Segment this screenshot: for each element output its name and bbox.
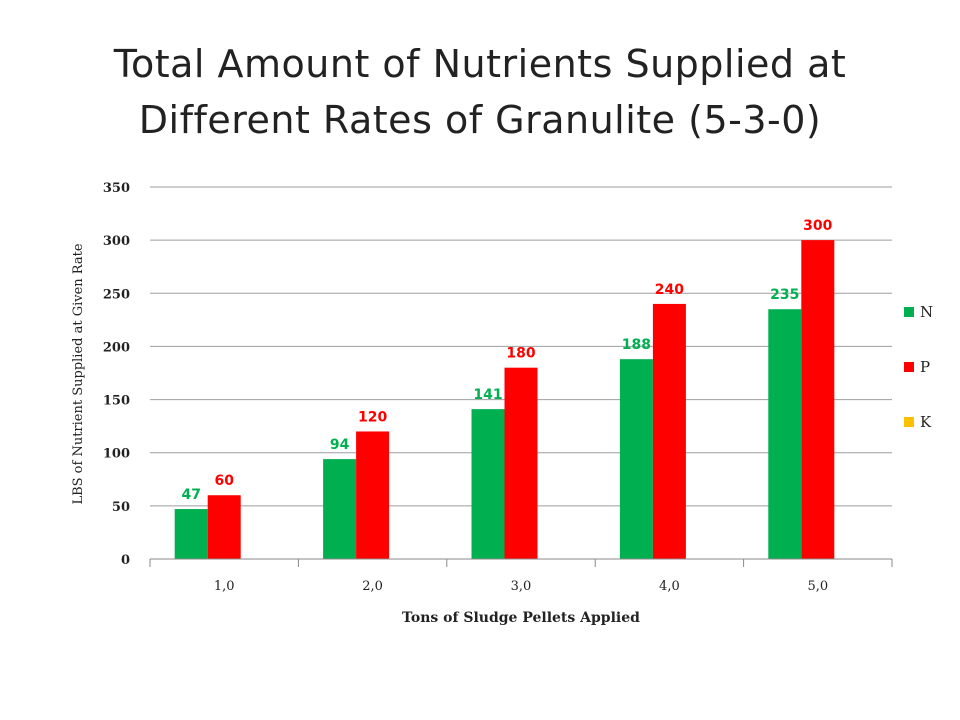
y-tick-label: 50 — [112, 500, 130, 515]
bar-p — [356, 431, 390, 559]
bar-p — [504, 367, 538, 559]
data-labels: 47 60 94 120 141 180 188 240 235 300 — [181, 218, 832, 503]
legend-swatch-k — [904, 417, 914, 427]
y-tick-label: 150 — [103, 394, 130, 409]
y-tick-label: 350 — [103, 181, 130, 196]
data-label-p: 120 — [358, 409, 387, 425]
data-label-n: 141 — [473, 387, 502, 403]
y-tick-label: 100 — [103, 447, 130, 462]
bar-p — [207, 495, 241, 559]
y-tick-label: 0 — [121, 553, 130, 568]
x-axis-title: Tons of Sludge Pellets Applied — [402, 610, 640, 626]
legend-label-p: P — [920, 358, 930, 376]
y-axis-title: LBS of Nutrient Supplied at Given Rate — [71, 243, 86, 504]
y-axis-ticks: 0 50 100 150 200 250 300 350 — [103, 181, 130, 568]
x-tick-label: 5,0 — [807, 579, 828, 594]
data-label-p: 60 — [214, 473, 234, 489]
x-axis: 1,0 2,0 3,0 4,0 5,0 — [149, 558, 893, 594]
y-tick-label: 300 — [103, 234, 130, 249]
x-tick-label: 4,0 — [659, 579, 680, 594]
bar-n — [471, 409, 505, 559]
x-tick-label: 3,0 — [511, 579, 532, 594]
data-label-p: 180 — [506, 346, 535, 362]
data-label-n: 94 — [330, 437, 350, 453]
legend-swatch-p — [904, 362, 914, 372]
x-tick-label: 2,0 — [362, 579, 383, 594]
legend: N P K — [904, 303, 933, 431]
legend-label-k: K — [920, 413, 932, 431]
data-label-n: 188 — [622, 337, 651, 353]
x-tick-label: 1,0 — [214, 579, 235, 594]
chart-title-line-1: Total Amount of Nutrients Supplied at — [113, 42, 847, 86]
data-label-p: 240 — [655, 282, 684, 298]
y-tick-label: 250 — [103, 287, 130, 302]
bar-p — [801, 240, 835, 559]
bars — [174, 240, 835, 559]
bar-p — [652, 303, 686, 559]
data-label-p: 300 — [803, 218, 832, 234]
data-label-n: 47 — [181, 487, 200, 503]
bar-n — [619, 359, 653, 559]
bar-n — [768, 309, 802, 559]
bar-n — [174, 509, 208, 559]
bar-n — [323, 459, 357, 559]
chart-title: Total Amount of Nutrients Supplied at Di… — [0, 36, 960, 148]
chart-title-line-2: Different Rates of Granulite (5-3-0) — [138, 98, 822, 142]
y-tick-label: 200 — [103, 340, 130, 355]
legend-label-n: N — [920, 303, 933, 321]
data-label-n: 235 — [770, 287, 799, 303]
legend-swatch-n — [904, 307, 914, 317]
